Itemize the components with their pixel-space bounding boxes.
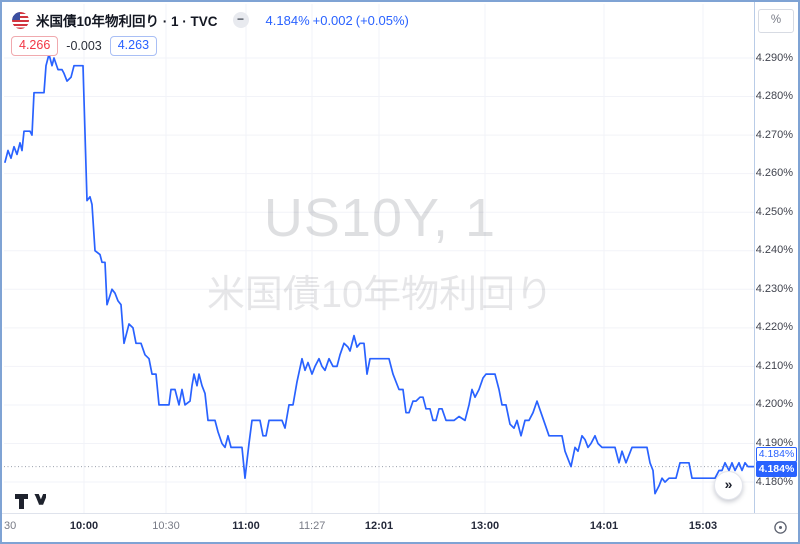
spread-label: -0.003 xyxy=(66,38,102,53)
price-axis-tick: 4.210% xyxy=(755,359,793,372)
price-axis-tick: 4.280% xyxy=(755,90,793,103)
price-axis-tick: 4.230% xyxy=(755,282,793,295)
bid-ask-row: 4.266 -0.003 4.263 xyxy=(11,35,158,56)
price-unit-button[interactable]: % xyxy=(758,9,794,33)
tradingview-logo[interactable] xyxy=(15,494,48,514)
time-axis-tick: 13:00 xyxy=(470,520,500,532)
go-to-realtime-button[interactable]: » xyxy=(714,471,743,500)
timezone-settings-icon[interactable] xyxy=(772,519,789,536)
quote-values: 4.184% +0.002 (+0.05%) xyxy=(266,13,412,28)
price-axis[interactable]: % 4.290% 4.280% 4.270% 4.260% 4.250% 4.240% 4.… xyxy=(754,2,798,514)
price-change: +0.002 xyxy=(312,12,353,28)
time-axis-tick: 14:01 xyxy=(589,520,619,532)
symbol-title[interactable]: 米国債10年物利回り · 1 · TVC xyxy=(36,14,218,29)
price-change-percent: (+0.05%) xyxy=(355,12,409,28)
price-axis-tick: 4.180% xyxy=(755,475,793,488)
price-axis-tick: 4.260% xyxy=(755,167,793,180)
time-axis-tick: 11:00 xyxy=(232,520,260,532)
price-axis-tick: 4.190% xyxy=(755,437,793,449)
price-axis-tick: 4.240% xyxy=(755,244,793,257)
price-axis-tick: 4.220% xyxy=(755,321,793,334)
countdown-price-label: 4.184% xyxy=(756,447,797,462)
price-axis-tick: 4.200% xyxy=(755,398,793,411)
price-line xyxy=(4,53,758,495)
time-axis-tick: 11:27 xyxy=(298,520,326,532)
bid-price-label: 4.263 xyxy=(109,35,158,56)
time-axis-tick: 15:03 xyxy=(688,520,718,532)
current-price-label: 4.184% xyxy=(756,461,797,477)
ask-price-label: 4.266 xyxy=(11,35,59,56)
time-axis-tick: 12:01 xyxy=(364,520,394,532)
symbol-legend[interactable]: 米国債10年物利回り · 1 · TVC − 4.184% +0.002 (+0.0… xyxy=(12,10,412,30)
price-axis-tick: 4.290% xyxy=(755,51,793,64)
last-price: 4.184% xyxy=(265,12,310,28)
time-axis[interactable]: 30 10:00 10:30 11:00 11:27 12:01 13:00 14:01 15:… xyxy=(2,513,798,542)
minus-icon[interactable]: − xyxy=(232,12,249,28)
price-axis-tick: 4.270% xyxy=(755,128,793,141)
us-flag-icon xyxy=(12,11,29,29)
price-axis-tick: 4.250% xyxy=(755,205,793,218)
time-axis-tick: 30 xyxy=(4,520,17,532)
time-axis-tick: 10:00 xyxy=(69,520,99,532)
time-axis-tick: 10:30 xyxy=(152,520,180,532)
